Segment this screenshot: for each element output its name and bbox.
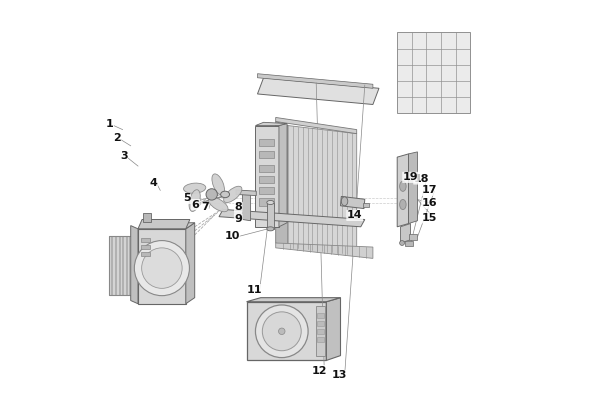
Polygon shape bbox=[131, 226, 138, 304]
Ellipse shape bbox=[267, 200, 274, 205]
Circle shape bbox=[278, 328, 285, 335]
Ellipse shape bbox=[400, 200, 406, 210]
Text: 7: 7 bbox=[201, 202, 209, 212]
Circle shape bbox=[262, 312, 301, 351]
Polygon shape bbox=[326, 298, 341, 360]
Polygon shape bbox=[247, 302, 326, 360]
Bar bbox=[143, 213, 151, 222]
Bar bbox=[141, 245, 150, 249]
Bar bbox=[317, 321, 324, 326]
Polygon shape bbox=[236, 190, 256, 196]
Polygon shape bbox=[138, 220, 190, 229]
Ellipse shape bbox=[341, 197, 348, 206]
Polygon shape bbox=[219, 209, 365, 227]
Bar bbox=[267, 202, 274, 229]
Bar bbox=[317, 313, 324, 318]
Polygon shape bbox=[341, 196, 365, 209]
Circle shape bbox=[134, 241, 190, 296]
Bar bbox=[109, 236, 111, 295]
Text: 19: 19 bbox=[403, 173, 418, 182]
Polygon shape bbox=[256, 122, 287, 126]
Bar bbox=[259, 187, 274, 194]
Polygon shape bbox=[397, 154, 409, 227]
Polygon shape bbox=[257, 74, 373, 88]
Polygon shape bbox=[409, 152, 418, 224]
Text: 8: 8 bbox=[235, 202, 242, 212]
Ellipse shape bbox=[221, 191, 230, 198]
Text: 13: 13 bbox=[332, 371, 347, 380]
Ellipse shape bbox=[184, 183, 206, 193]
Polygon shape bbox=[276, 122, 288, 247]
Ellipse shape bbox=[208, 197, 228, 212]
Bar bbox=[317, 337, 324, 342]
Bar bbox=[109, 236, 133, 295]
Ellipse shape bbox=[212, 174, 224, 195]
Polygon shape bbox=[256, 126, 279, 227]
Bar bbox=[363, 202, 369, 207]
Circle shape bbox=[256, 305, 308, 358]
Polygon shape bbox=[397, 32, 470, 113]
Ellipse shape bbox=[267, 227, 274, 231]
Text: 15: 15 bbox=[422, 213, 437, 223]
Ellipse shape bbox=[400, 241, 404, 245]
Text: 10: 10 bbox=[224, 231, 239, 241]
Polygon shape bbox=[276, 117, 356, 134]
Circle shape bbox=[206, 189, 217, 200]
Text: 18: 18 bbox=[414, 174, 429, 184]
Text: 17: 17 bbox=[422, 185, 437, 195]
Text: 4: 4 bbox=[149, 178, 157, 188]
Text: 12: 12 bbox=[311, 366, 327, 375]
Bar bbox=[409, 234, 416, 240]
Polygon shape bbox=[400, 224, 410, 243]
Circle shape bbox=[142, 248, 182, 288]
Bar bbox=[316, 306, 325, 356]
Polygon shape bbox=[138, 229, 186, 304]
Bar bbox=[141, 238, 150, 242]
Bar bbox=[116, 236, 119, 295]
Bar bbox=[127, 236, 130, 295]
Text: 1: 1 bbox=[106, 119, 113, 128]
Polygon shape bbox=[279, 124, 287, 227]
Bar bbox=[406, 241, 413, 246]
Text: 5: 5 bbox=[183, 194, 190, 203]
Bar bbox=[141, 252, 150, 256]
Ellipse shape bbox=[189, 190, 200, 211]
Bar bbox=[259, 139, 274, 146]
Polygon shape bbox=[288, 126, 356, 255]
Bar bbox=[120, 236, 122, 295]
Polygon shape bbox=[276, 243, 373, 258]
Ellipse shape bbox=[400, 181, 406, 191]
Bar bbox=[317, 329, 324, 334]
Bar bbox=[259, 198, 274, 206]
Polygon shape bbox=[138, 223, 194, 229]
Text: 11: 11 bbox=[247, 285, 262, 294]
Polygon shape bbox=[186, 223, 194, 304]
Polygon shape bbox=[242, 193, 251, 221]
Polygon shape bbox=[257, 78, 379, 104]
Text: 9: 9 bbox=[235, 214, 242, 224]
Text: 6: 6 bbox=[191, 200, 199, 209]
Bar bbox=[259, 165, 274, 172]
Bar bbox=[259, 176, 274, 183]
Polygon shape bbox=[247, 298, 341, 302]
Text: 14: 14 bbox=[347, 211, 362, 220]
Text: 3: 3 bbox=[120, 151, 128, 161]
Text: 16: 16 bbox=[422, 198, 437, 208]
Text: 2: 2 bbox=[113, 133, 121, 143]
Ellipse shape bbox=[224, 186, 242, 202]
Bar bbox=[112, 236, 115, 295]
Bar bbox=[124, 236, 126, 295]
Bar bbox=[259, 151, 274, 158]
